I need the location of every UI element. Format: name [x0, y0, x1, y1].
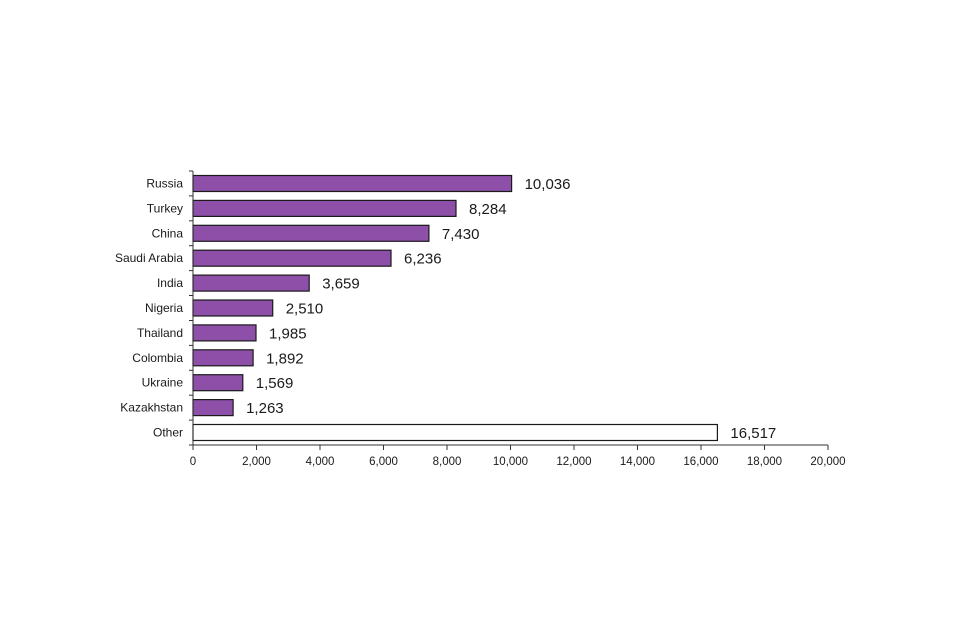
- category-label: Thailand: [137, 326, 183, 340]
- bar-saudi-arabia: [192, 249, 392, 267]
- axes-group: Russia 10,036 Turkey 8,284 China 7,430 Saudi A…: [115, 170, 846, 468]
- data-label: 16,517: [730, 425, 776, 442]
- x-tick-label: 20,000: [810, 456, 845, 468]
- x-tick-label: 8,000: [433, 456, 462, 468]
- data-label: 10,036: [525, 176, 571, 193]
- data-label: 1,263: [246, 400, 284, 417]
- data-label: 3,659: [322, 276, 360, 293]
- bar-china: [192, 224, 430, 242]
- category-label: Ukraine: [142, 376, 184, 390]
- x-tick-label: 6,000: [369, 456, 398, 468]
- x-tick-label: 10,000: [493, 456, 528, 468]
- category-label: Nigeria: [145, 301, 183, 315]
- data-label: 1,985: [269, 325, 307, 342]
- x-tick-label: 16,000: [683, 456, 718, 468]
- bar-colombia: [192, 349, 254, 367]
- data-label: 1,892: [266, 350, 304, 367]
- category-label: Turkey: [147, 201, 183, 215]
- x-tick-label: 0: [190, 456, 196, 468]
- x-tick-label: 2,000: [242, 456, 271, 468]
- data-label: 8,284: [469, 201, 507, 218]
- data-label: 1,569: [256, 375, 294, 392]
- category-label: China: [152, 226, 184, 240]
- category-label: Colombia: [132, 351, 183, 365]
- bar-kazakhstan: [192, 399, 234, 417]
- bar-thailand: [192, 324, 257, 342]
- category-label: Other: [153, 426, 183, 440]
- data-label: 6,236: [404, 251, 442, 268]
- x-tick-label: 18,000: [747, 456, 782, 468]
- category-label: Kazakhstan: [120, 401, 183, 415]
- x-tick-label: 12,000: [556, 456, 591, 468]
- bar-other: [192, 423, 719, 442]
- bar-ukraine: [192, 374, 244, 392]
- data-label: 2,510: [286, 301, 324, 318]
- category-label: Saudi Arabia: [115, 251, 183, 265]
- data-label: 7,430: [442, 226, 480, 243]
- category-label: Russia: [146, 177, 183, 191]
- x-tick-label: 14,000: [620, 456, 655, 468]
- bar-russia: [192, 174, 513, 193]
- bar-nigeria: [192, 299, 274, 317]
- x-tick-label: 4,000: [306, 456, 335, 468]
- bar-india: [192, 274, 310, 292]
- bar-turkey: [192, 199, 457, 217]
- category-label: India: [157, 276, 183, 290]
